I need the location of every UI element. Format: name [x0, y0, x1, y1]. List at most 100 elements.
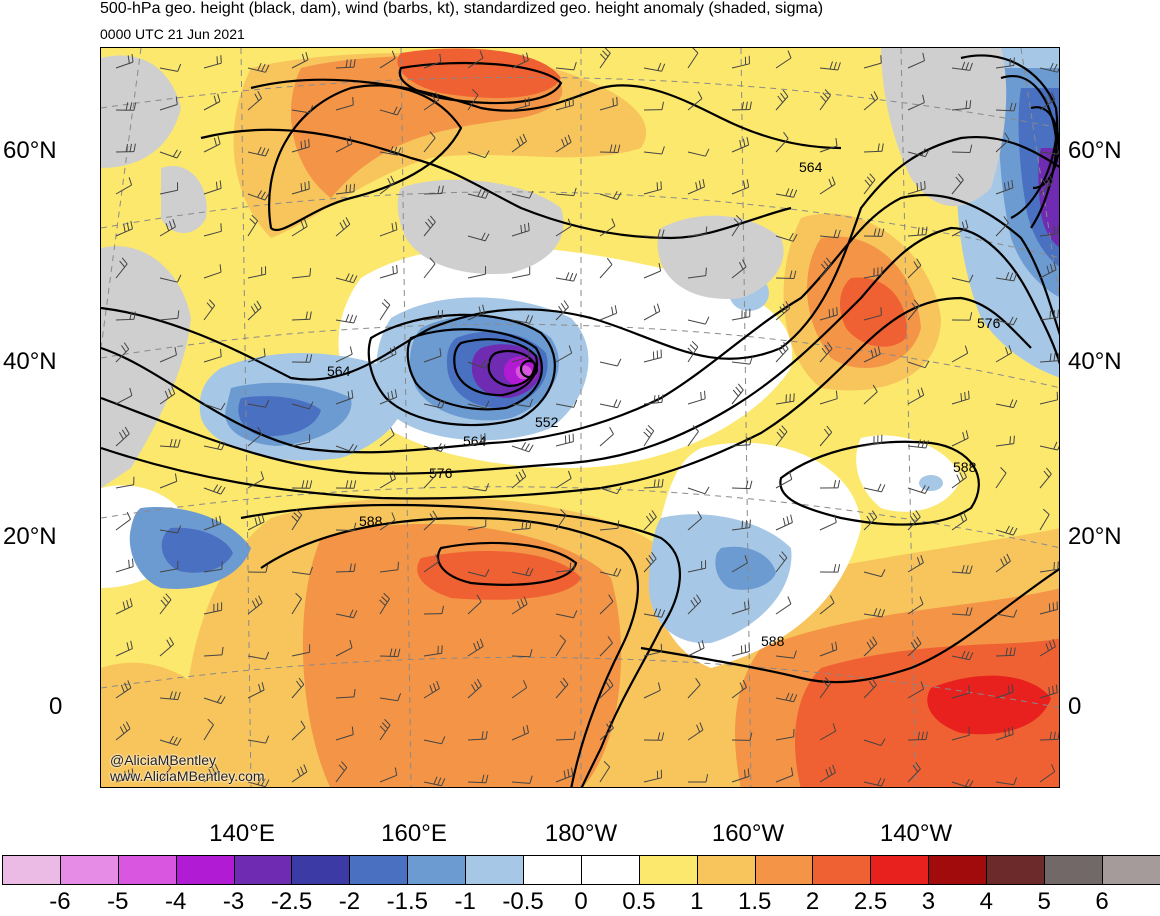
lat-label-right: 20°N	[1068, 523, 1122, 551]
credit-handle: @AliciaMBentley	[110, 752, 216, 768]
contour-label: 588	[761, 633, 785, 649]
colorbar-swatch	[698, 856, 756, 884]
lat-label-right: 40°N	[1068, 348, 1122, 376]
colorbar-tick-label: 3	[922, 888, 935, 916]
wind-barb-flag	[397, 265, 398, 273]
wind-barb-flag	[485, 433, 486, 441]
lon-label: 160°E	[381, 820, 447, 848]
colorbar-swatch	[987, 856, 1045, 884]
colorbar-swatch	[524, 856, 582, 884]
colorbar-swatch	[3, 856, 61, 884]
lon-label: 140°W	[880, 820, 952, 848]
wind-barb-flag	[1010, 58, 1011, 66]
wind-barb	[380, 656, 398, 657]
wind-barb-flag	[525, 98, 526, 106]
map-panel: 564 552 564 576 588 564 576 588 588	[100, 47, 1060, 788]
lon-label: 180°W	[545, 820, 617, 848]
wind-barb	[732, 110, 750, 111]
contour-label: 552	[535, 414, 559, 430]
wind-barb-flag	[1054, 226, 1055, 234]
colorbar-tick-label: -5	[107, 888, 128, 916]
valid-time: 0000 UTC 21 Jun 2021	[100, 26, 245, 42]
lat-label-left: 40°N	[3, 348, 57, 376]
wind-barb-flag	[529, 349, 530, 357]
wind-barb-flag	[393, 266, 394, 274]
wind-barb-flag	[1014, 436, 1015, 444]
colorbar-swatch	[1103, 856, 1160, 884]
wind-barb-flag	[917, 183, 918, 191]
colorbar-swatch	[466, 856, 524, 884]
wind-barb	[292, 319, 310, 320]
wind-barb-flag	[921, 182, 922, 190]
colorbar-swatch	[350, 856, 408, 884]
wind-barb-flag	[1010, 436, 1011, 444]
wind-barb-flag	[613, 98, 614, 106]
colorbar-swatch	[408, 856, 466, 884]
wind-barb-flag	[301, 141, 302, 149]
credit-url: www.AliciaMBentley.com	[110, 768, 265, 784]
colorbar-swatch	[756, 856, 814, 884]
wind-barb-flag	[217, 56, 218, 64]
wind-barb-flag	[661, 181, 662, 189]
wind-barb-flag	[221, 349, 222, 357]
wind-barb-flag	[354, 184, 355, 192]
wind-barb-flag	[573, 97, 574, 105]
colorbar-tick-label: -1.5	[387, 888, 428, 916]
wind-barb-flag	[965, 392, 966, 400]
colorbar-swatch	[119, 856, 177, 884]
wind-barb	[468, 782, 486, 783]
wind-barb-flag	[833, 308, 834, 316]
wind-barb-flag	[529, 97, 530, 105]
contour-label: 564	[799, 159, 823, 175]
wind-barb-flag	[837, 307, 838, 315]
wind-barb	[996, 655, 1014, 656]
contour-label: 564	[327, 363, 351, 379]
wind-barb-flag	[221, 55, 222, 63]
wind-barb-flag	[481, 434, 482, 442]
wind-barb-flag	[1058, 226, 1059, 234]
wind-barb-flag	[438, 310, 439, 318]
wind-barb	[732, 488, 750, 489]
wind-barb	[952, 152, 970, 153]
contour-label: 576	[977, 315, 1001, 331]
wind-barb-flag	[569, 98, 570, 106]
wind-barb-flag	[398, 562, 399, 570]
wind-barb-flag	[350, 184, 351, 192]
wind-barb	[556, 739, 574, 740]
lat-label-right: 0	[1068, 693, 1081, 721]
colorbar-tick-label: -6	[49, 888, 70, 916]
wind-barb-flag	[969, 727, 970, 735]
wind-barb-flag	[221, 223, 222, 231]
colorbar-swatch	[813, 856, 871, 884]
wind-barb-flag	[705, 391, 706, 399]
wind-barb	[908, 740, 926, 741]
colorbar-tick-label: -1	[455, 888, 476, 916]
wind-barb-flag	[701, 392, 702, 400]
wind-barb-flag	[742, 521, 743, 529]
colorbar-tick-label: 4	[980, 888, 993, 916]
wind-barb-flag	[746, 520, 747, 528]
colorbar-tick-label: 6	[1095, 888, 1108, 916]
colorbar-tick-label: -3	[223, 888, 244, 916]
contour-label: 564	[463, 433, 487, 449]
anomaly-region	[919, 475, 943, 491]
wind-barb-flag	[1058, 310, 1059, 318]
wind-barb-flag	[881, 307, 882, 315]
wind-barb-flag	[750, 520, 751, 528]
wind-barb-flag	[925, 181, 926, 189]
colorbar-tick-label: 2	[806, 888, 819, 916]
wind-barb-flag	[309, 181, 310, 189]
wind-barb-flag	[305, 182, 306, 190]
colorbar-swatch	[582, 856, 640, 884]
lat-label-right: 60°N	[1068, 137, 1122, 165]
wind-barb-flag	[829, 309, 830, 317]
colorbar-swatch	[177, 856, 235, 884]
colorbar-tick-label: 1	[690, 888, 703, 916]
colorbar-swatch	[235, 856, 293, 884]
wind-barb-flag	[706, 268, 707, 276]
wind-barb-flag	[1050, 311, 1051, 319]
wind-barb-flag	[305, 140, 306, 148]
wind-barb	[116, 319, 134, 320]
wind-barb	[600, 152, 618, 153]
colorbar-tick-label: 0.5	[622, 888, 655, 916]
